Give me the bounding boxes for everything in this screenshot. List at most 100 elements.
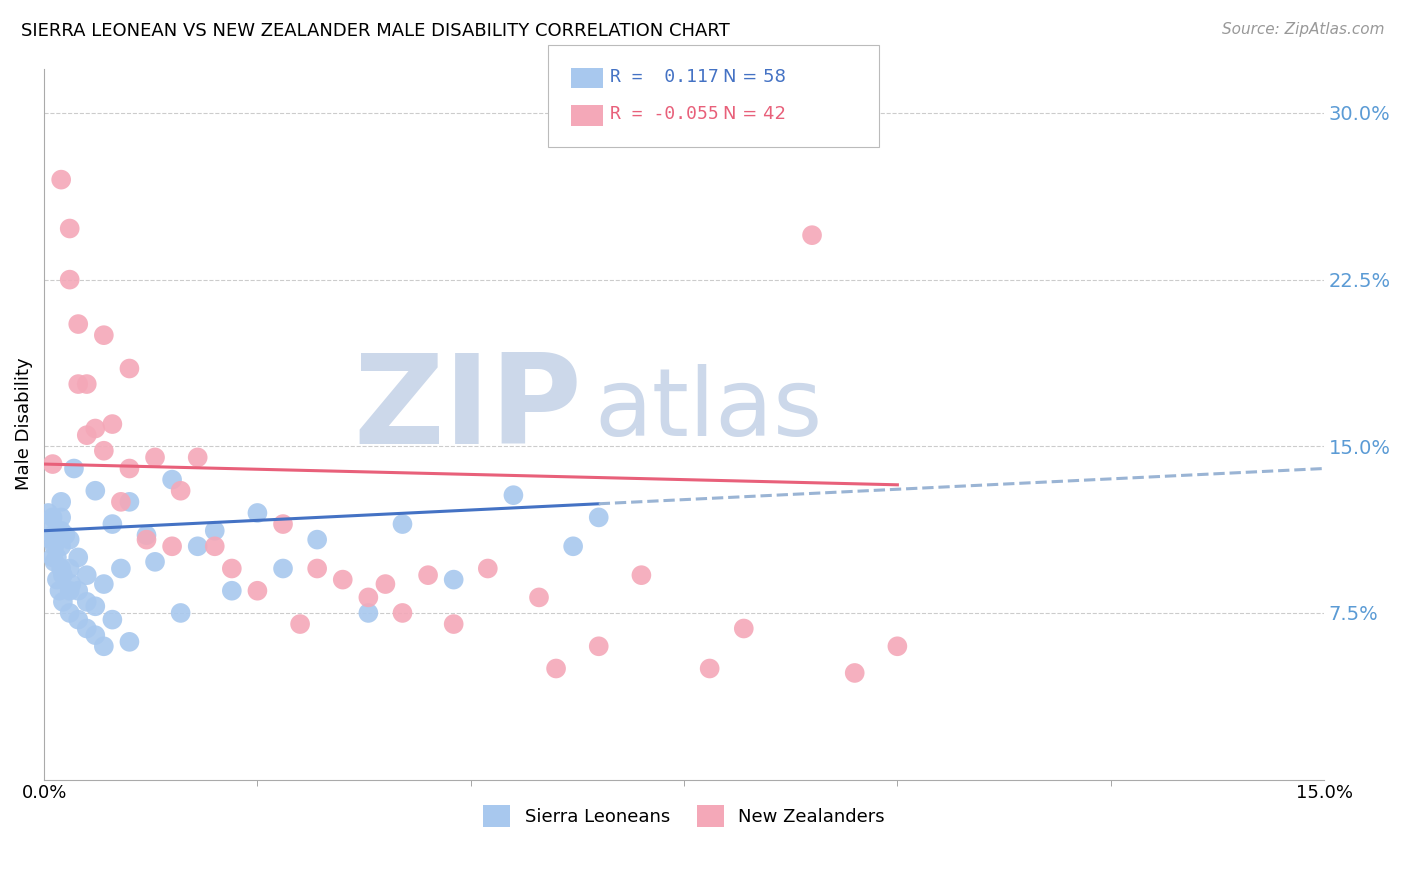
Point [443,573,465,587]
Point [588,510,610,524]
Point [221,583,243,598]
Point [84,599,107,614]
Point [93,328,115,343]
Point [37,506,59,520]
Point [844,665,866,680]
Point [93,577,115,591]
Point [246,506,269,520]
Point [76,622,98,636]
Point [63,461,86,475]
Point [699,661,721,675]
Point [271,517,294,532]
Point [44,539,66,553]
Point [37,517,59,532]
Point [801,228,824,243]
Text: N = 58: N = 58 [723,68,786,86]
Point [374,577,396,591]
Point [391,517,413,532]
Point [477,561,499,575]
Point [443,617,465,632]
Point [67,317,90,331]
Point [118,495,141,509]
Point [160,539,183,553]
Point [357,606,380,620]
Point [630,568,652,582]
Point [118,461,141,475]
Point [67,377,90,392]
Point [59,606,82,620]
Point [41,457,63,471]
Point [67,550,90,565]
Point [332,573,354,587]
Point [101,417,124,431]
Point [110,495,132,509]
Point [51,539,73,553]
Point [93,640,115,654]
Point [51,495,73,509]
Point [562,539,585,553]
Point [246,583,269,598]
Point [588,640,610,654]
Point [101,613,124,627]
Text: atlas: atlas [595,364,823,456]
Point [118,361,141,376]
Point [76,428,98,442]
Point [84,628,107,642]
Point [45,524,67,538]
Point [84,483,107,498]
Point [51,561,73,575]
Point [51,172,73,186]
Point [59,221,82,235]
Point [76,595,98,609]
Point [169,483,191,498]
Point [59,561,82,575]
Point [76,377,98,392]
Point [221,561,243,575]
Point [67,583,90,598]
Legend: Sierra Leoneans, New Zealanders: Sierra Leoneans, New Zealanders [475,798,893,835]
Point [527,591,550,605]
Point [39,533,62,547]
Point [391,606,413,620]
Point [52,595,75,609]
Text: Source: ZipAtlas.com: Source: ZipAtlas.com [1222,22,1385,37]
Point [307,561,329,575]
Point [204,539,226,553]
Point [307,533,329,547]
Point [45,550,67,565]
Point [59,583,82,598]
Point [41,528,63,542]
Point [76,568,98,582]
Point [59,533,82,547]
Text: R = -0.055: R = -0.055 [610,105,718,123]
Point [44,555,66,569]
Point [118,635,141,649]
Point [204,524,226,538]
Point [59,272,82,286]
Point [187,450,209,465]
Point [51,524,73,538]
Point [45,573,67,587]
Point [55,528,77,542]
Point [41,510,63,524]
Point [52,568,75,582]
Y-axis label: Male Disability: Male Disability [15,358,32,491]
Point [101,517,124,532]
Point [110,561,132,575]
Point [187,539,209,553]
Point [416,568,439,582]
Point [544,661,567,675]
Point [143,555,166,569]
Text: R =  0.117: R = 0.117 [610,68,718,86]
Point [51,510,73,524]
Point [67,613,90,627]
Point [143,450,166,465]
Point [733,622,755,636]
Point [41,550,63,565]
Point [135,533,157,547]
Point [169,606,191,620]
Point [288,617,311,632]
Text: N = 42: N = 42 [723,105,786,123]
Text: SIERRA LEONEAN VS NEW ZEALANDER MALE DISABILITY CORRELATION CHART: SIERRA LEONEAN VS NEW ZEALANDER MALE DIS… [21,22,730,40]
Point [135,528,157,542]
